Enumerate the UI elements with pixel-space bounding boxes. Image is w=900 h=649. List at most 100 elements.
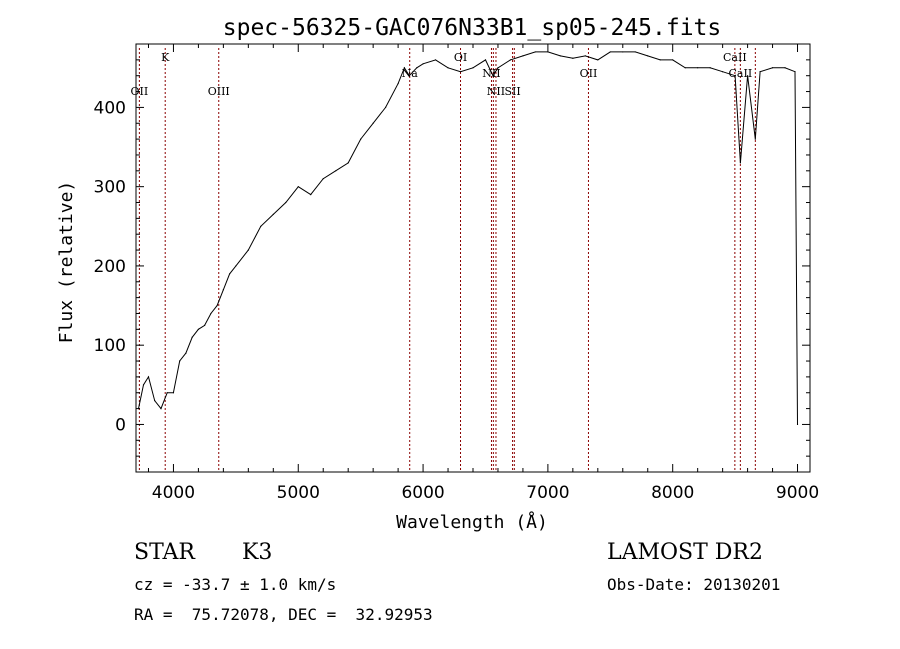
- object-class: STAR: [134, 540, 195, 565]
- spectrum-point: [285, 201, 287, 204]
- survey-name: LAMOST DR2: [607, 540, 763, 565]
- spectral-line-label: OII: [580, 67, 598, 80]
- coordinates: RA = 75.72078, DEC = 32.92953: [134, 605, 433, 624]
- spectrum-point: [360, 138, 362, 140]
- x-tick-label: 4000: [152, 483, 195, 503]
- spectrum-point: [794, 71, 796, 73]
- spectral-line-label: CaII: [723, 51, 747, 64]
- spectrum-point: [754, 138, 756, 140]
- y-axis-label: Flux (relative): [56, 181, 77, 344]
- x-tick-label: 6000: [401, 483, 444, 503]
- spectrum-point: [322, 178, 324, 180]
- spectrum-point: [572, 57, 574, 59]
- y-tick-label: 400: [94, 98, 126, 118]
- y-tick-label: 200: [94, 257, 126, 277]
- y-tick-label: 300: [94, 178, 126, 198]
- spectrum-point: [172, 392, 175, 394]
- spectrum-point: [179, 360, 181, 362]
- object-subclass: K3: [242, 540, 273, 565]
- spectrum-point: [459, 71, 462, 73]
- spectral-line-markers: [138, 48, 756, 472]
- spectrum-point: [166, 392, 168, 394]
- spectrum-point: [160, 407, 162, 410]
- spectrum-point: [597, 59, 599, 61]
- spectrum-series-line: [138, 51, 798, 425]
- spectrum-points: [137, 51, 799, 426]
- spectrum-point: [260, 225, 262, 227]
- spectrum-point: [397, 83, 399, 85]
- spectrum-point: [559, 55, 561, 57]
- spectrum-point: [385, 106, 387, 109]
- spectrum-point: [484, 59, 487, 61]
- spectrum-point: [759, 71, 761, 73]
- spectrum-point: [297, 186, 299, 188]
- spectrum-point: [204, 324, 206, 326]
- chart-title: spec-56325-GAC076N33B1_sp05-245.fits: [223, 15, 722, 41]
- spectrum-point: [422, 63, 424, 65]
- spectral-line-label: OIII: [208, 85, 230, 98]
- spectrum-point: [534, 51, 537, 53]
- spectrum-point: [229, 273, 231, 275]
- spectrum-point: [416, 67, 418, 69]
- spectrum-point: [272, 213, 274, 216]
- spectrum-point: [210, 312, 212, 315]
- spectrum-point: [722, 71, 724, 73]
- spectrum-point: [335, 170, 337, 172]
- spectrum-point: [709, 67, 711, 69]
- spectrum-point: [222, 289, 224, 291]
- spectrum-point: [347, 162, 349, 164]
- spectrum-point: [684, 67, 686, 69]
- y-tick-label: 0: [115, 415, 126, 435]
- spectrum-point: [472, 67, 474, 69]
- spectrum-point: [672, 59, 674, 61]
- spectral-line-label: SII: [504, 85, 520, 98]
- spectrum-point: [746, 75, 749, 77]
- spectrum-point: [796, 423, 799, 426]
- spectral-line-label: CaII: [729, 67, 753, 80]
- spectral-line-label: OI: [454, 51, 467, 64]
- spectrum-point: [492, 75, 494, 77]
- observation-date: Obs-Date: 20130201: [607, 575, 781, 594]
- spectrum-point: [497, 67, 499, 69]
- spectrum-point: [622, 51, 624, 53]
- spectrum-point: [216, 304, 218, 307]
- spectrum-point: [197, 328, 200, 330]
- spectrum-point: [509, 59, 512, 61]
- spectrum-point: [634, 51, 636, 53]
- spectrum-point: [185, 352, 187, 354]
- spectrum-point: [147, 376, 150, 378]
- y-tick-label: 100: [94, 336, 126, 356]
- spectrum-point: [403, 67, 405, 69]
- redshift-velocity: cz = -33.7 ± 1.0 km/s: [134, 575, 337, 594]
- spectrum-point: [142, 384, 145, 386]
- spectrum-point: [247, 249, 249, 251]
- spectrum-point: [154, 400, 156, 402]
- y-axis: 0 100 200 300 400: [94, 59, 810, 457]
- spectrum-point: [647, 55, 649, 57]
- x-axis-label: Wavelength (Å): [396, 511, 548, 533]
- spectrum-point: [584, 55, 586, 57]
- spectrum-point: [408, 75, 410, 77]
- spectrum-point: [434, 59, 437, 61]
- x-tick-label: 5000: [277, 483, 320, 503]
- spectrum-point: [784, 67, 786, 69]
- spectrum-point: [310, 193, 312, 196]
- x-tick-label: 9000: [776, 483, 819, 503]
- x-axis: 4000 5000 6000 7000 8000 9000: [147, 44, 819, 503]
- x-tick-label: 8000: [651, 483, 694, 503]
- spectrum-point: [191, 336, 193, 338]
- spectrum-point: [372, 122, 374, 124]
- spectral-line-label: K: [161, 51, 170, 64]
- spectral-line-label: NII: [487, 85, 505, 98]
- x-tick-label: 7000: [526, 483, 569, 503]
- plot-frame: [135, 43, 811, 473]
- spectrum-point: [522, 55, 524, 57]
- spectrum-point: [739, 162, 741, 164]
- spectrum-point: [734, 75, 736, 77]
- spectrum-point: [447, 67, 449, 69]
- spectrum-point: [659, 59, 661, 61]
- spectrum-point: [771, 67, 774, 69]
- spectrum-point: [235, 265, 237, 267]
